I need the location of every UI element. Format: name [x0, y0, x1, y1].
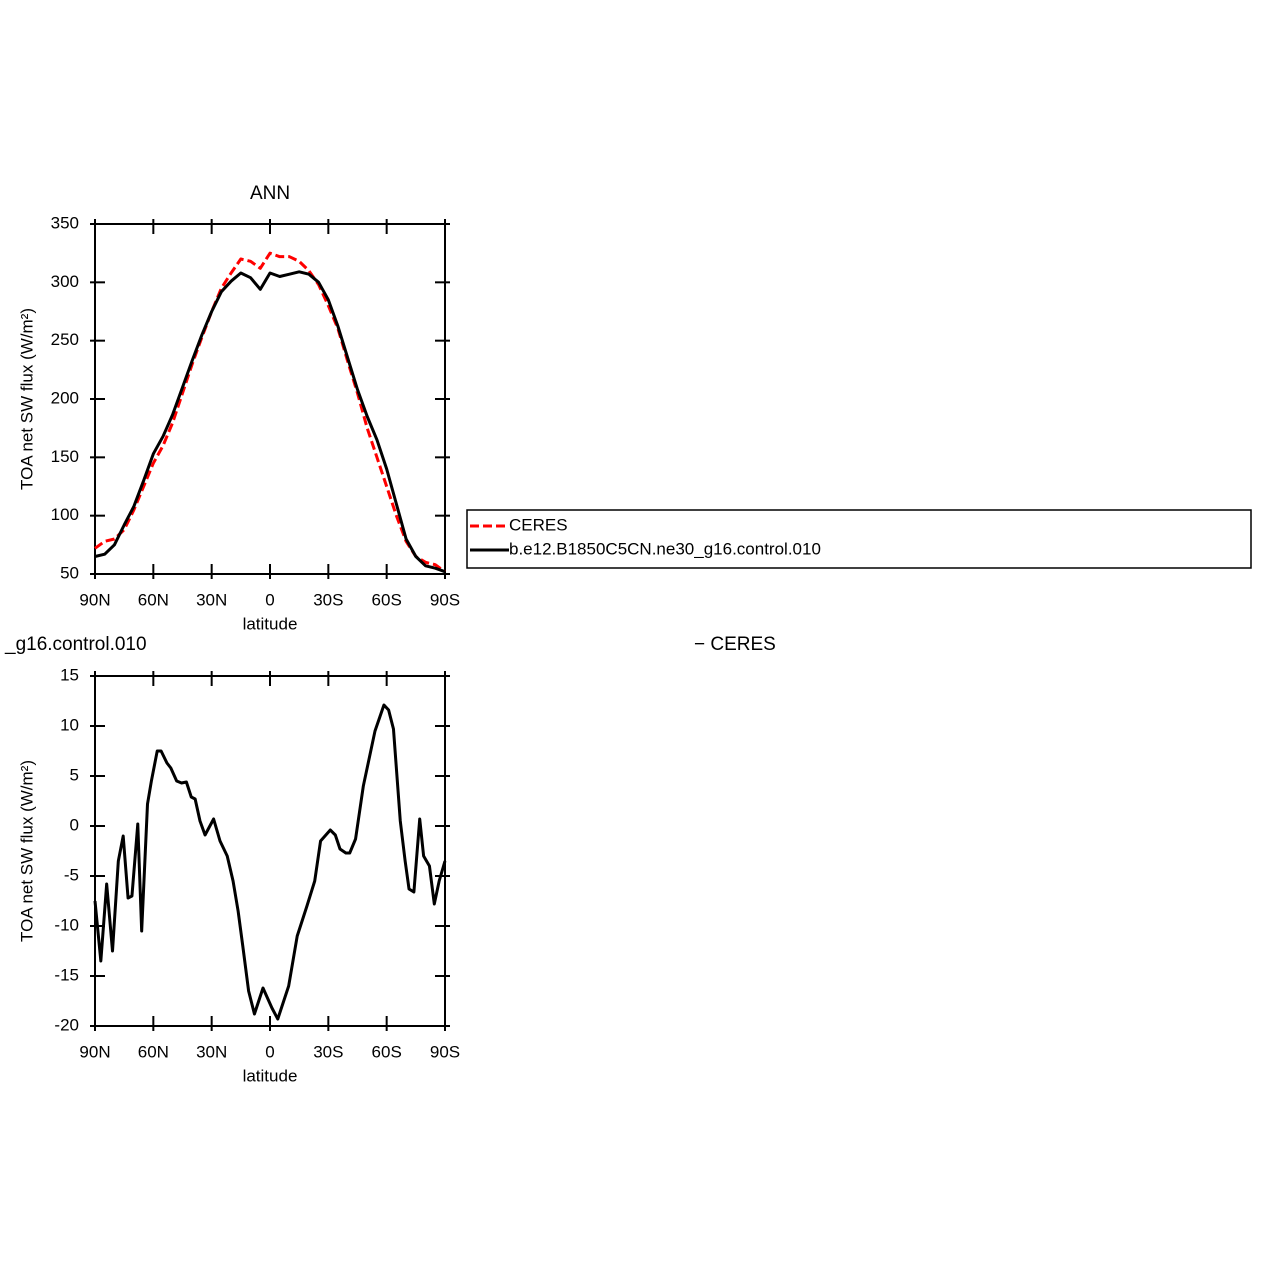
- legend-label: b.e12.B1850C5CN.ne30_g16.control.010: [509, 539, 821, 558]
- data-line: [94, 270, 446, 574]
- x-tick-label: 90S: [430, 1042, 460, 1061]
- y-axis-label: TOA net SW flux (W/m²): [17, 760, 36, 942]
- y-tick-label: -10: [54, 915, 79, 934]
- y-tick-label: 15: [60, 665, 79, 684]
- data-line: [93, 703, 447, 1021]
- x-tick-label: 30N: [196, 590, 227, 609]
- x-tick-label: 90N: [79, 1042, 110, 1061]
- x-tick-label: 0: [265, 590, 274, 609]
- data-line: [94, 251, 446, 573]
- x-axis-label: latitude: [243, 1066, 298, 1085]
- x-tick-label: 90S: [430, 590, 460, 609]
- y-axis-label: TOA net SW flux (W/m²): [17, 308, 36, 490]
- y-tick-label: 5: [70, 765, 79, 784]
- y-tick-label: 300: [51, 272, 79, 291]
- legend-label: CERES: [509, 515, 568, 534]
- x-tick-label: 30S: [313, 1042, 343, 1061]
- x-tick-label: 60S: [372, 1042, 402, 1061]
- x-tick-label: 30N: [196, 1042, 227, 1061]
- y-tick-label: 250: [51, 330, 79, 349]
- chart-title-right: − CERES: [694, 634, 776, 655]
- y-tick-label: 100: [51, 505, 79, 524]
- y-tick-label: 50: [60, 563, 79, 582]
- y-tick-label: 0: [70, 815, 79, 834]
- y-tick-label: -20: [54, 1015, 79, 1034]
- y-tick-label: -5: [64, 865, 79, 884]
- y-tick-label: -15: [54, 965, 79, 984]
- x-tick-label: 0: [265, 1042, 274, 1061]
- chart-title-left: _g16.control.010: [4, 634, 147, 655]
- y-tick-label: 10: [60, 715, 79, 734]
- x-tick-label: 90N: [79, 590, 110, 609]
- legend-box: [466, 509, 1252, 569]
- y-tick-label: 350: [51, 213, 79, 232]
- y-tick-label: 150: [51, 447, 79, 466]
- x-axis-label: latitude: [243, 614, 298, 633]
- plot-frame: [94, 223, 446, 575]
- chart-title: ANN: [250, 183, 290, 204]
- x-tick-label: 30S: [313, 590, 343, 609]
- x-tick-label: 60N: [138, 590, 169, 609]
- x-tick-label: 60N: [138, 1042, 169, 1061]
- y-tick-label: 200: [51, 388, 79, 407]
- x-tick-label: 60S: [372, 590, 402, 609]
- plot-frame: [94, 675, 446, 1027]
